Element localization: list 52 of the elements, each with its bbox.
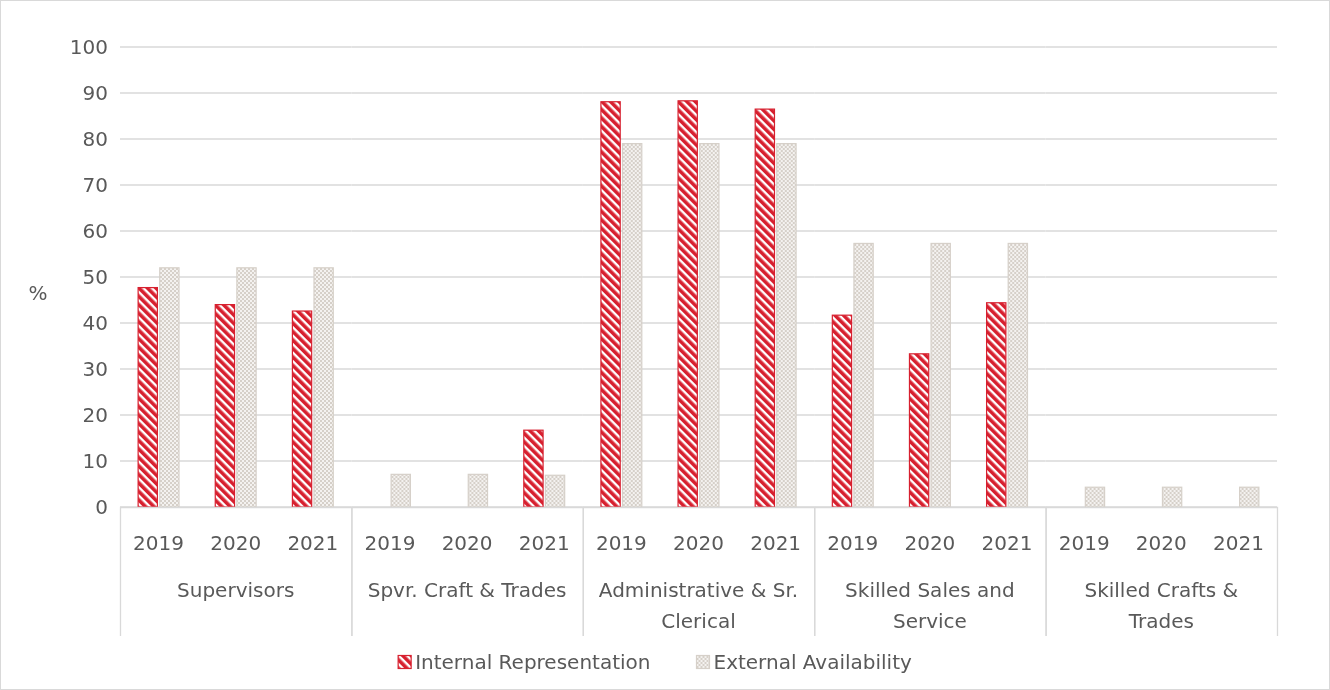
bar [621,143,643,508]
x-axis-title: Skilled Crafts & Trades [1084,578,1239,633]
x-tick-label: 2020 [441,531,493,556]
x-tick-label: 2019 [364,531,416,556]
x-tick-label: 2019 [595,531,647,556]
x-tick-label: 2021 [287,531,339,556]
legend-label: External Availability [713,650,913,674]
y-tick-label: 20 [82,402,108,427]
bar [291,310,313,508]
x-tick-label: 2019 [827,531,879,556]
y-tick-label: 70 [82,172,108,197]
x-axis-title: Skilled Sales and Service [845,578,1015,633]
bar [236,267,257,508]
x-tick-label: 2020 [904,531,956,556]
x-tick-label: 2020 [673,531,724,556]
x-tick-label: 2020 [210,531,262,556]
x-axis-title: Spvr. Craft & Trades [367,578,567,602]
y-tick-label: 0 [95,494,108,519]
bar [677,100,698,508]
x-tick-label: 2021 [518,531,570,556]
bar [214,304,236,508]
bar [1007,242,1029,508]
bar [137,286,159,508]
x-axis-title: Administrative & Sr. Clerical [598,578,799,633]
bar [600,101,621,508]
y-tick-label: 30 [82,356,108,381]
bar [159,267,180,508]
y-tick-label: 90 [82,80,108,105]
y-axis-title: % [28,281,48,305]
x-axis-title: Supervisors [177,578,295,602]
x-tick-label: 2021 [1212,531,1264,556]
x-tick-label: 2021 [981,531,1033,556]
y-tick-label: 60 [82,218,108,243]
y-tick-label: 80 [82,126,108,151]
y-tick-label: 40 [82,310,108,335]
bar [985,302,1007,508]
bar [853,242,874,508]
x-tick-label: 2020 [1135,531,1187,556]
bar [908,353,930,508]
x-tick-label: 2019 [133,531,185,556]
bar [831,314,853,508]
bar [313,267,334,508]
bar [930,242,951,508]
x-tick-label: 2021 [750,531,802,556]
bar [699,143,720,508]
bar [776,143,797,508]
y-tick-label: 100 [69,34,108,59]
legend-label: Internal Representation [415,650,651,674]
y-tick-label: 10 [82,448,108,473]
bar [754,108,776,508]
x-tick-label: 2019 [1058,531,1110,556]
y-tick-label: 50 [82,264,108,289]
